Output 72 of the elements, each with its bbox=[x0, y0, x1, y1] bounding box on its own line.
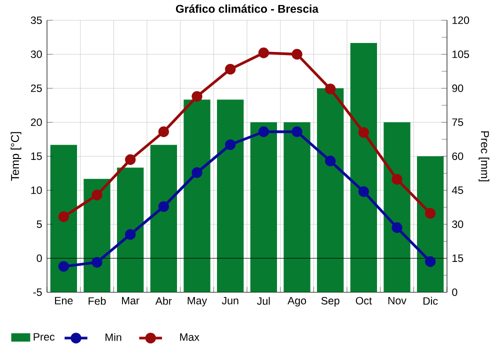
point bbox=[158, 126, 170, 137]
bar bbox=[84, 178, 110, 292]
point bbox=[292, 126, 302, 137]
x-tick-label: Ene bbox=[55, 296, 73, 304]
point bbox=[92, 256, 102, 268]
point bbox=[325, 156, 336, 166]
bar bbox=[217, 99, 244, 292]
y-tick-label: 0 bbox=[36, 254, 42, 262]
x-tick-label: Sep bbox=[321, 296, 340, 306]
y-tick-label: 25 bbox=[30, 84, 42, 92]
y-tick-label: 15 bbox=[31, 152, 42, 160]
x-tick-label: Ago bbox=[288, 296, 306, 306]
point bbox=[258, 126, 269, 137]
x-tick-label: Mar bbox=[122, 296, 140, 304]
point bbox=[392, 174, 402, 185]
point bbox=[58, 260, 69, 272]
point bbox=[125, 154, 136, 165]
y2-tick-label: 105 bbox=[452, 50, 470, 58]
point bbox=[92, 190, 102, 200]
x-tick-label: May bbox=[188, 296, 208, 306]
point bbox=[192, 167, 202, 178]
bar bbox=[417, 156, 444, 292]
legend-label: Min bbox=[106, 333, 122, 341]
bar bbox=[350, 42, 377, 292]
y-axis-title: Temp [°C] bbox=[10, 132, 22, 181]
y-tick-label: -5 bbox=[33, 288, 42, 296]
y2-tick-label: 75 bbox=[452, 118, 464, 126]
point bbox=[325, 83, 336, 94]
x-tick-label: Oct bbox=[356, 296, 372, 304]
y2-tick-label: 0 bbox=[452, 288, 458, 296]
bar bbox=[317, 88, 344, 292]
y2-tick-label: 15 bbox=[452, 254, 464, 262]
y-tick-label: 10 bbox=[31, 186, 42, 194]
x-tick-label: Feb bbox=[88, 296, 106, 305]
point bbox=[158, 201, 170, 212]
legend-label: Max bbox=[180, 333, 200, 341]
bar bbox=[384, 122, 410, 292]
chart-title: Gráfico climático - Brescia bbox=[176, 4, 319, 13]
point bbox=[392, 222, 402, 233]
bar bbox=[117, 167, 144, 292]
bar bbox=[184, 99, 210, 292]
point bbox=[125, 228, 136, 240]
y-tick-label: 30 bbox=[30, 50, 42, 58]
point bbox=[192, 90, 202, 102]
point bbox=[258, 47, 269, 58]
x-tick-label: Jun bbox=[222, 296, 238, 304]
bar bbox=[150, 144, 177, 292]
x-tick-label: Jul bbox=[257, 296, 270, 305]
point bbox=[292, 48, 302, 60]
point bbox=[358, 186, 369, 197]
point bbox=[425, 256, 436, 267]
point bbox=[225, 64, 236, 74]
y2-tick-label: 30 bbox=[452, 220, 464, 228]
y2-tick-label: 45 bbox=[452, 186, 464, 194]
bar bbox=[284, 122, 310, 292]
x-tick-label: Nov bbox=[388, 296, 406, 304]
y-tick-label: 35 bbox=[30, 16, 42, 24]
bar bbox=[250, 122, 277, 292]
x-tick-label: Dic bbox=[424, 296, 438, 305]
legend-label: Prec bbox=[34, 333, 55, 341]
x-tick-label: Abr bbox=[155, 296, 172, 305]
y-tick-label: 5 bbox=[36, 220, 42, 228]
point bbox=[225, 139, 236, 150]
y2-axis-title: Prec [mm] bbox=[478, 131, 490, 182]
y2-tick-label: 120 bbox=[452, 16, 470, 24]
y-tick-label: 20 bbox=[30, 118, 42, 126]
point bbox=[358, 126, 369, 138]
y2-tick-label: 90 bbox=[452, 84, 464, 92]
bar bbox=[50, 144, 78, 292]
y2-tick-label: 60 bbox=[452, 152, 464, 160]
point bbox=[58, 211, 69, 222]
point bbox=[425, 208, 436, 219]
